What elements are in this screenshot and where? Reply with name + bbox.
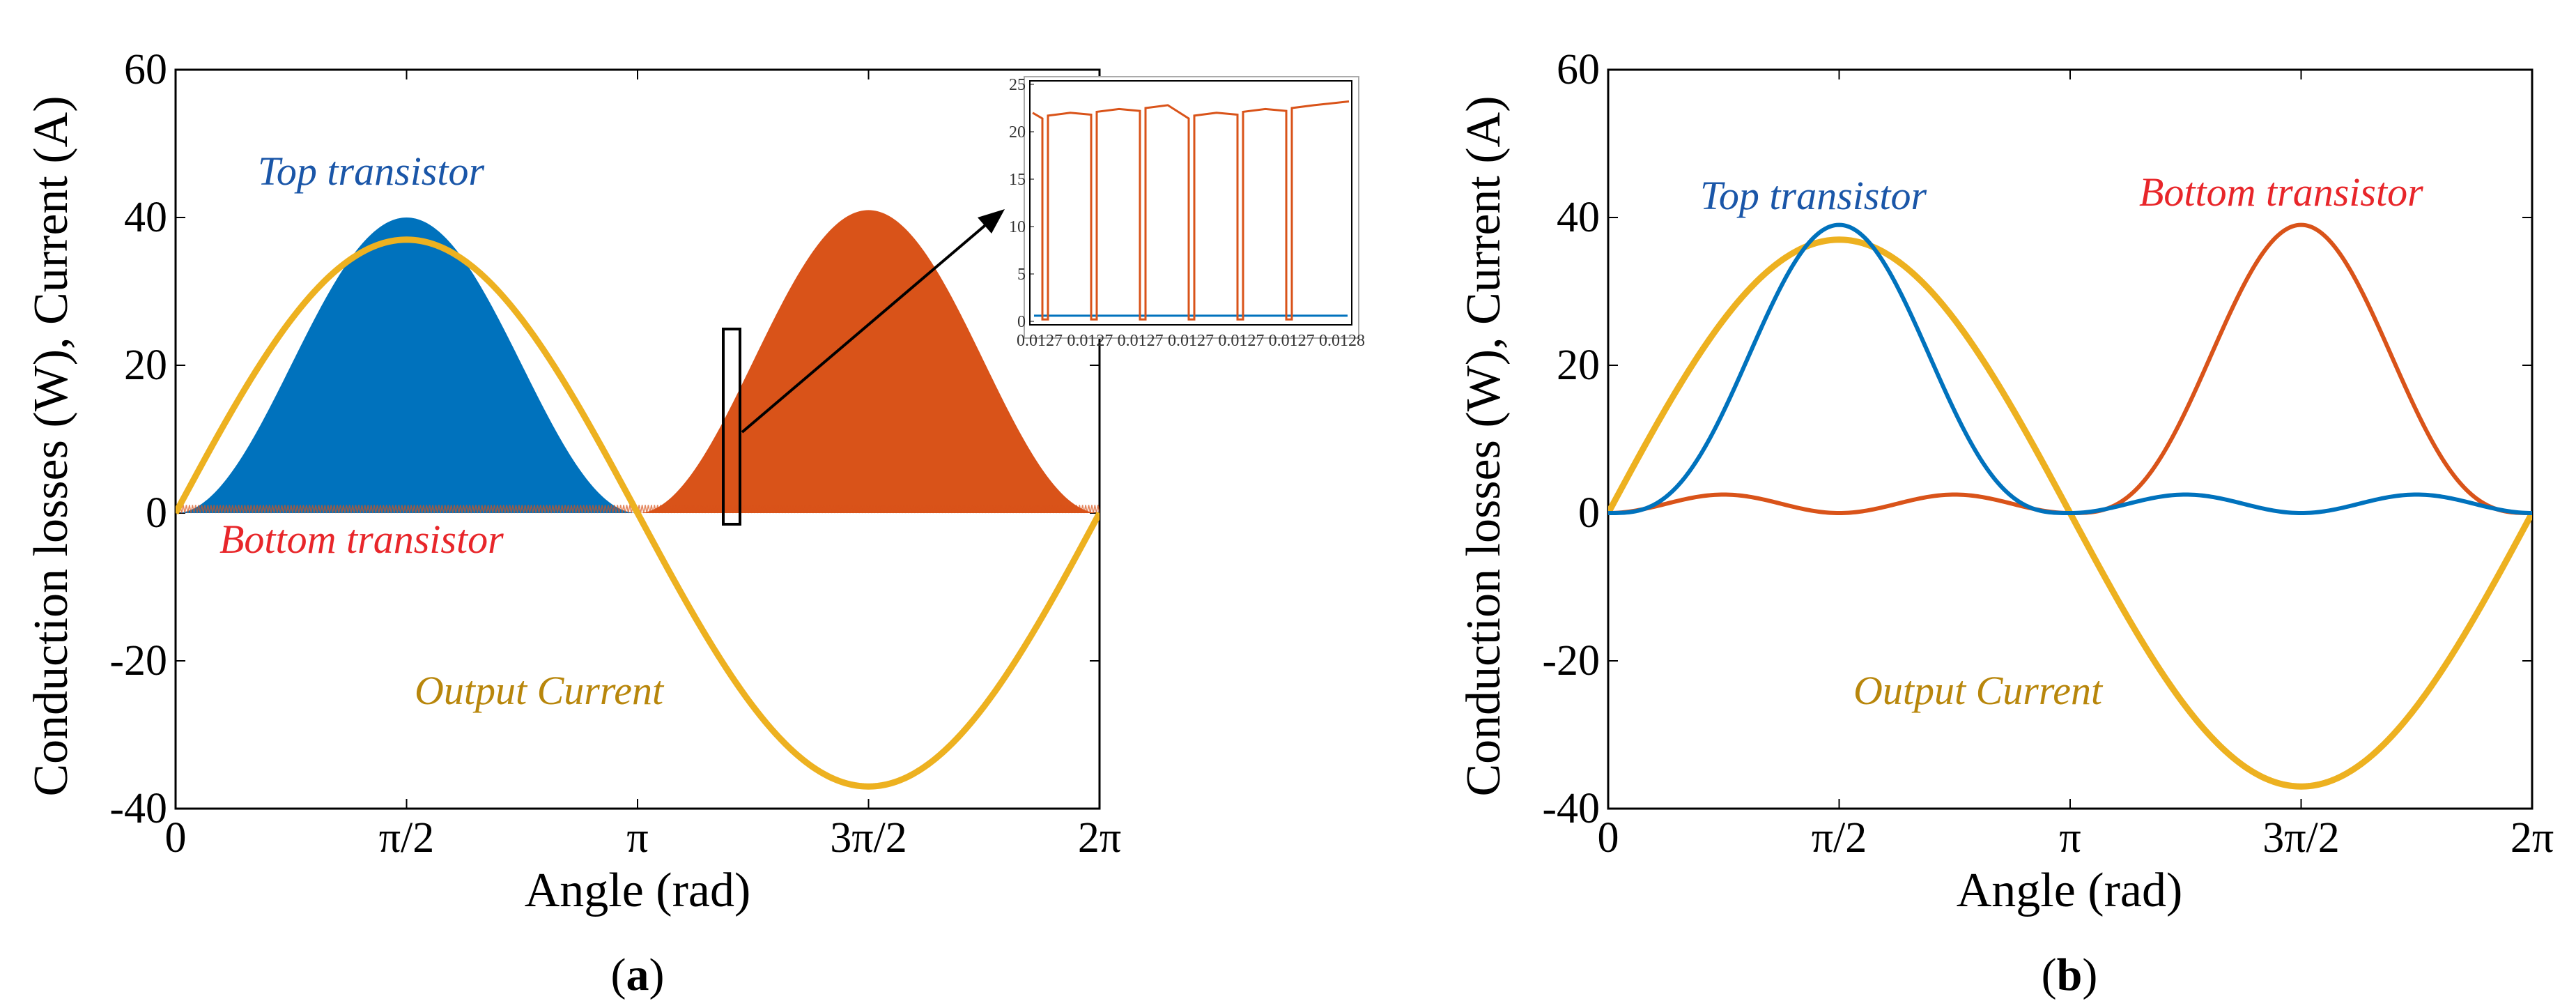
b-xtick-label: π	[2059, 814, 2081, 862]
chart-b-x-tick-labels: 0 π/2 π 3π/2 2π	[1598, 814, 2554, 862]
a-xtick-label: 3π/2	[830, 814, 907, 862]
a-ytick-label: -20	[109, 637, 167, 685]
chart-b-label-bottom-transistor: Bottom transistor	[2139, 169, 2423, 215]
chart-a-label-bottom-transistor: Bottom transistor	[219, 517, 504, 562]
b-xtick-label: 0	[1598, 814, 1619, 862]
chart-a-xlabel: Angle (rad)	[525, 864, 751, 917]
inset-x-tick-labels: 0.0127 0.0127 0.0127 0.0127 0.0127 0.0127 0.01…	[1017, 332, 1365, 350]
a-ytick-label: 20	[124, 342, 167, 389]
chart-b-label-top-transistor: Top transistor	[1700, 173, 1927, 218]
inset-xtick-label: 0.0127	[1017, 332, 1063, 350]
chart-a-x-tick-labels: 0 π/2 π 3π/2 2π	[165, 814, 1122, 862]
b-ytick-label: -20	[1542, 637, 1600, 685]
inset-xtick-label: 0.0127	[1269, 332, 1315, 350]
inset-xtick-label: 0.0127	[1118, 332, 1164, 350]
chart-a-label-top-transistor: Top transistor	[258, 148, 484, 194]
a-ytick-label: 0	[146, 489, 167, 537]
chart-b-y-tick-labels: 60 40 20 0 -20 -40	[1542, 46, 1600, 832]
a-ytick-label: 60	[124, 46, 167, 93]
chart-a-series-bottom-transistor-front	[638, 210, 1100, 513]
a-xtick-label: 0	[165, 814, 187, 862]
inset-ytick-label: 20	[1009, 123, 1026, 142]
a-xtick-label: π/2	[379, 814, 435, 862]
inset-ytick-label: 10	[1009, 218, 1026, 236]
inset-background	[1024, 76, 1359, 339]
inset-ytick-label: 15	[1009, 171, 1026, 189]
chart-a-zoom-arrow	[741, 220, 991, 434]
chart-a-series-output-current	[176, 236, 1100, 790]
chart-a: 60 40 20 0 -20 -40 0 π/2 π 3π/2 2π Angle (rad) Co…	[24, 46, 1365, 1000]
chart-a-panel-label: (a)	[611, 949, 665, 1000]
b-ytick-label: -40	[1542, 785, 1600, 832]
inset-ytick-label: 0	[1017, 313, 1026, 331]
a-ytick-label: 40	[124, 194, 167, 241]
b-xtick-label: 3π/2	[2262, 814, 2340, 862]
b-ytick-label: 0	[1578, 489, 1600, 537]
chart-a-zoom-arrowhead	[978, 209, 1005, 234]
inset-xtick-label: 0.0127	[1218, 332, 1264, 350]
a-xtick-label: π	[626, 814, 648, 862]
chart-a-y-tick-labels: 60 40 20 0 -20 -40	[109, 46, 167, 832]
inset-ytick-label: 25	[1009, 76, 1026, 94]
chart-b-ylabel: Conduction losses (W), Current (A)	[1457, 96, 1511, 796]
chart-b: 60 40 20 0 -20 -40 0 π/2 π 3π/2 2π Angle (rad) Co…	[1457, 46, 2554, 1000]
inset-xtick-label: 0.0128	[1319, 332, 1365, 350]
b-ytick-label: 20	[1557, 342, 1600, 389]
inset-xtick-label: 0.0127	[1168, 332, 1214, 350]
inset-plot-area	[1029, 80, 1352, 326]
chart-b-panel-label: (b)	[2042, 949, 2098, 1000]
a-xtick-label: 2π	[1078, 814, 1121, 862]
chart-b-series-top-transistor	[1608, 222, 2532, 516]
b-ytick-label: 40	[1557, 194, 1600, 241]
b-xtick-label: π/2	[1812, 814, 1867, 862]
chart-a-series-top-transistor	[176, 217, 638, 513]
inset-series-bottom-transistor	[1032, 100, 1350, 321]
chart-a-label-output-current: Output Current	[415, 668, 665, 713]
chart-b-xlabel: Angle (rad)	[1957, 864, 2183, 917]
chart-a-ylabel: Conduction losses (W), Current (A)	[24, 96, 78, 796]
inset-ytick-label: 5	[1017, 266, 1026, 284]
chart-b-plot-area	[1607, 68, 2533, 810]
b-ytick-label: 60	[1557, 46, 1600, 93]
b-xtick-label: 2π	[2511, 814, 2554, 862]
inset-y-tick-labels: 25 20 15 10 5 0	[1009, 76, 1034, 331]
inset-xtick-label: 0.0127	[1067, 332, 1113, 350]
chart-a-zoom-box	[722, 328, 741, 526]
chart-b-label-output-current: Output Current	[1853, 668, 2104, 713]
a-ytick-label: -40	[109, 785, 167, 832]
